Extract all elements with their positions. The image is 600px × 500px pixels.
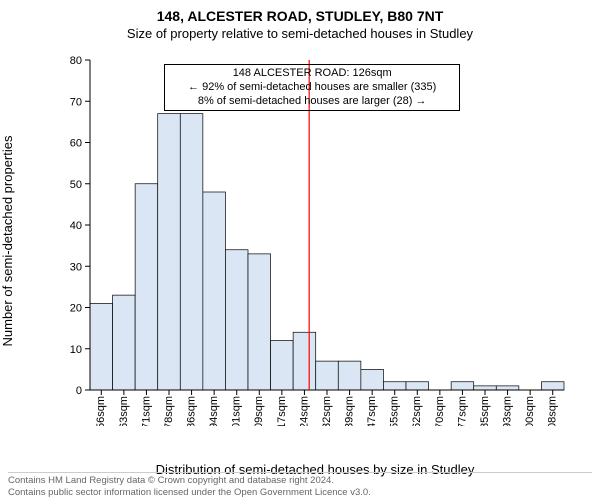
histogram-bar — [361, 369, 384, 390]
histogram-bar — [135, 184, 158, 390]
svg-text:147sqm: 147sqm — [366, 396, 378, 426]
histogram-chart: 0 10 20 30 40 50 60 70 80 56sqm 63sqm 71sqm 78sqm 86s… — [60, 56, 570, 426]
histogram-bar — [451, 382, 474, 390]
histogram-bar — [248, 254, 271, 390]
svg-text:193sqm: 193sqm — [501, 396, 513, 426]
svg-text:132sqm: 132sqm — [321, 396, 333, 426]
svg-text:117sqm: 117sqm — [276, 396, 288, 426]
histogram-bar — [113, 295, 136, 390]
info-line-value: 148 ALCESTER ROAD: 126sqm — [171, 67, 453, 81]
svg-text:56sqm: 56sqm — [95, 396, 107, 426]
svg-text:139sqm: 139sqm — [343, 396, 355, 426]
svg-text:162sqm: 162sqm — [411, 396, 423, 426]
chart-subtitle: Size of property relative to semi-detach… — [0, 24, 600, 45]
svg-text:208sqm: 208sqm — [547, 396, 559, 426]
histogram-bar — [203, 192, 226, 390]
svg-text:0: 0 — [76, 385, 82, 397]
histogram-bar — [225, 250, 248, 390]
svg-text:60: 60 — [70, 138, 82, 150]
chart-title: 148, ALCESTER ROAD, STUDLEY, B80 7NT — [0, 0, 600, 24]
svg-text:101sqm: 101sqm — [231, 396, 243, 426]
info-callout-box: 148 ALCESTER ROAD: 126sqm ← 92% of semi-… — [164, 64, 460, 111]
svg-text:200sqm: 200sqm — [524, 396, 536, 426]
svg-text:50: 50 — [70, 179, 82, 191]
svg-text:86sqm: 86sqm — [185, 396, 197, 426]
footer-line2: Contains public sector information licen… — [8, 487, 592, 498]
svg-text:10: 10 — [70, 344, 82, 356]
svg-text:185sqm: 185sqm — [479, 396, 491, 426]
svg-text:170sqm: 170sqm — [434, 396, 446, 426]
info-line-larger: 8% of semi-detached houses are larger (2… — [171, 95, 453, 109]
svg-text:124sqm: 124sqm — [298, 396, 310, 426]
footer-line1: Contains HM Land Registry data © Crown c… — [8, 475, 592, 486]
svg-text:70: 70 — [70, 96, 82, 108]
svg-text:20: 20 — [70, 303, 82, 315]
y-axis-label: Number of semi-detached properties — [0, 56, 15, 426]
svg-text:71sqm: 71sqm — [140, 396, 152, 426]
svg-text:80: 80 — [70, 56, 82, 67]
histogram-bar — [474, 386, 497, 390]
histogram-bar — [316, 361, 339, 390]
info-line-smaller: ← 92% of semi-detached houses are smalle… — [171, 81, 453, 95]
svg-text:94sqm: 94sqm — [208, 396, 220, 426]
histogram-bar — [496, 386, 519, 390]
histogram-bar — [90, 303, 113, 390]
svg-text:63sqm: 63sqm — [118, 396, 130, 426]
svg-text:78sqm: 78sqm — [163, 396, 175, 426]
histogram-bar — [180, 114, 203, 390]
histogram-bar — [383, 382, 406, 390]
histogram-bar — [406, 382, 429, 390]
svg-text:155sqm: 155sqm — [389, 396, 401, 426]
histogram-bar — [293, 332, 316, 390]
svg-text:177sqm: 177sqm — [456, 396, 468, 426]
svg-text:109sqm: 109sqm — [253, 396, 265, 426]
svg-text:40: 40 — [70, 220, 82, 232]
attribution-footer: Contains HM Land Registry data © Crown c… — [8, 472, 592, 498]
histogram-bar — [271, 341, 294, 391]
svg-text:30: 30 — [70, 261, 82, 273]
histogram-bar — [338, 361, 361, 390]
histogram-bar — [541, 382, 564, 390]
histogram-bar — [158, 114, 181, 390]
